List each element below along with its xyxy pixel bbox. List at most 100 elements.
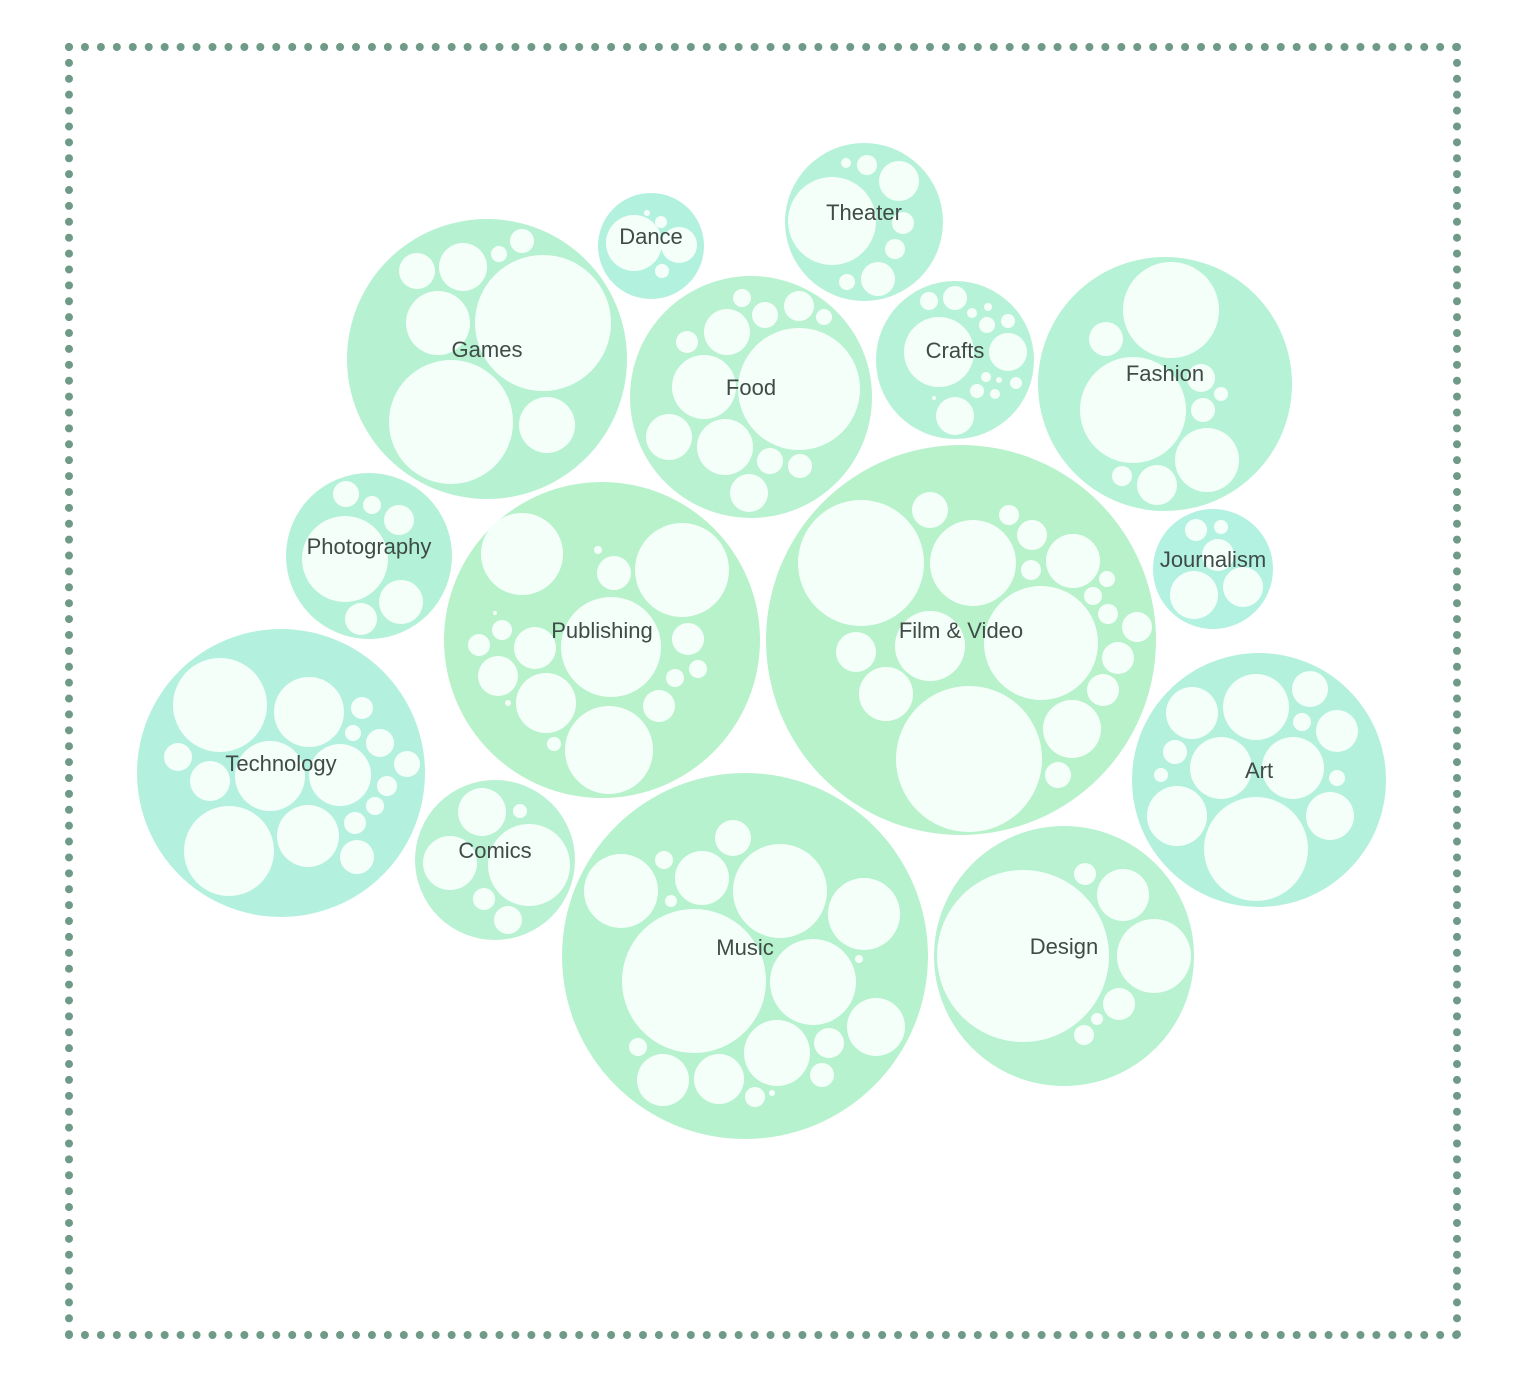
subcategory-circle[interactable] (1163, 740, 1187, 764)
subcategory-circle[interactable] (1001, 314, 1015, 328)
subcategory-circle[interactable] (1087, 674, 1119, 706)
subcategory-circle[interactable] (333, 481, 359, 507)
subcategory-circle[interactable] (643, 690, 675, 722)
subcategory-circle[interactable] (1098, 604, 1118, 624)
subcategory-circle[interactable] (816, 309, 832, 325)
subcategory-circle[interactable] (491, 246, 507, 262)
subcategory-circle[interactable] (513, 804, 527, 818)
subcategory-circle[interactable] (494, 906, 522, 934)
subcategory-circle[interactable] (989, 333, 1027, 371)
subcategory-circle[interactable] (738, 328, 860, 450)
subcategory-circle[interactable] (1017, 520, 1047, 550)
subcategory-circle[interactable] (514, 627, 556, 669)
category-group-photography[interactable]: Photography (286, 473, 452, 639)
category-group-film-and-video[interactable]: Film & Video (766, 445, 1156, 835)
subcategory-circle[interactable] (996, 377, 1002, 383)
subcategory-circle[interactable] (584, 854, 658, 928)
subcategory-circle[interactable] (473, 888, 495, 910)
subcategory-circle[interactable] (565, 706, 653, 794)
subcategory-circle[interactable] (937, 870, 1109, 1042)
subcategory-circle[interactable] (1223, 567, 1263, 607)
subcategory-circle[interactable] (510, 229, 534, 253)
subcategory-circle[interactable] (351, 697, 373, 719)
subcategory-circle[interactable] (478, 656, 518, 696)
subcategory-circle[interactable] (655, 851, 673, 869)
subcategory-circle[interactable] (1043, 700, 1101, 758)
subcategory-circle[interactable] (697, 419, 753, 475)
subcategory-circle[interactable] (439, 243, 487, 291)
subcategory-circle[interactable] (384, 505, 414, 535)
subcategory-circle[interactable] (885, 239, 905, 259)
subcategory-circle[interactable] (597, 556, 631, 590)
subcategory-circle[interactable] (847, 998, 905, 1056)
subcategory-circle[interactable] (770, 939, 856, 1025)
subcategory-circle[interactable] (999, 505, 1019, 525)
subcategory-circle[interactable] (661, 227, 697, 263)
subcategory-circle[interactable] (895, 611, 965, 681)
subcategory-circle[interactable] (1046, 534, 1100, 588)
subcategory-circle[interactable] (769, 1090, 775, 1096)
subcategory-circle[interactable] (606, 215, 662, 271)
subcategory-circle[interactable] (1123, 262, 1219, 358)
subcategory-circle[interactable] (930, 520, 1016, 606)
subcategory-circle[interactable] (689, 660, 707, 678)
subcategory-circle[interactable] (547, 737, 561, 751)
subcategory-circle[interactable] (345, 603, 377, 635)
subcategory-circle[interactable] (672, 355, 736, 419)
subcategory-circle[interactable] (1021, 560, 1041, 580)
subcategory-circle[interactable] (481, 513, 563, 595)
subcategory-circle[interactable] (488, 824, 570, 906)
subcategory-circle[interactable] (828, 878, 900, 950)
subcategory-circle[interactable] (646, 414, 692, 460)
subcategory-circle[interactable] (1154, 768, 1168, 782)
subcategory-circle[interactable] (394, 751, 420, 777)
subcategory-circle[interactable] (190, 761, 230, 801)
subcategory-circle[interactable] (655, 216, 667, 228)
subcategory-circle[interactable] (1191, 398, 1215, 422)
subcategory-circle[interactable] (704, 309, 750, 355)
subcategory-circle[interactable] (635, 523, 729, 617)
subcategory-circle[interactable] (798, 500, 924, 626)
subcategory-circle[interactable] (715, 820, 751, 856)
subcategory-circle[interactable] (788, 177, 876, 265)
subcategory-circle[interactable] (1045, 762, 1071, 788)
category-group-art[interactable]: Art (1132, 653, 1386, 907)
subcategory-circle[interactable] (1091, 1013, 1103, 1025)
subcategory-circle[interactable] (990, 389, 1000, 399)
subcategory-circle[interactable] (1202, 539, 1234, 571)
subcategory-circle[interactable] (859, 667, 913, 721)
category-group-design[interactable]: Design (934, 826, 1194, 1086)
subcategory-circle[interactable] (423, 836, 477, 890)
subcategory-circle[interactable] (363, 496, 381, 514)
category-group-comics[interactable]: Comics (415, 780, 575, 940)
subcategory-circle[interactable] (757, 448, 783, 474)
subcategory-circle[interactable] (458, 788, 506, 836)
subcategory-circle[interactable] (1306, 792, 1354, 840)
subcategory-circle[interactable] (637, 1054, 689, 1106)
subcategory-circle[interactable] (879, 161, 919, 201)
subcategory-circle[interactable] (475, 255, 611, 391)
subcategory-circle[interactable] (896, 686, 1042, 832)
subcategory-circle[interactable] (943, 286, 967, 310)
subcategory-circle[interactable] (235, 741, 305, 811)
subcategory-circle[interactable] (1097, 869, 1149, 921)
subcategory-circle[interactable] (1137, 465, 1177, 505)
subcategory-circle[interactable] (857, 155, 877, 175)
category-group-dance[interactable]: Dance (598, 193, 704, 299)
subcategory-circle[interactable] (1080, 357, 1186, 463)
subcategory-circle[interactable] (676, 331, 698, 353)
category-group-games[interactable]: Games (347, 219, 627, 499)
subcategory-circle[interactable] (967, 308, 977, 318)
subcategory-circle[interactable] (274, 677, 344, 747)
subcategory-circle[interactable] (173, 658, 267, 752)
subcategory-circle[interactable] (855, 955, 863, 963)
subcategory-circle[interactable] (366, 797, 384, 815)
subcategory-circle[interactable] (1074, 1025, 1094, 1045)
subcategory-circle[interactable] (1099, 571, 1115, 587)
subcategory-circle[interactable] (904, 317, 974, 387)
subcategory-circle[interactable] (655, 264, 669, 278)
category-group-fashion[interactable]: Fashion (1038, 257, 1292, 511)
subcategory-circle[interactable] (784, 291, 814, 321)
subcategory-circle[interactable] (892, 212, 914, 234)
subcategory-circle[interactable] (622, 909, 766, 1053)
